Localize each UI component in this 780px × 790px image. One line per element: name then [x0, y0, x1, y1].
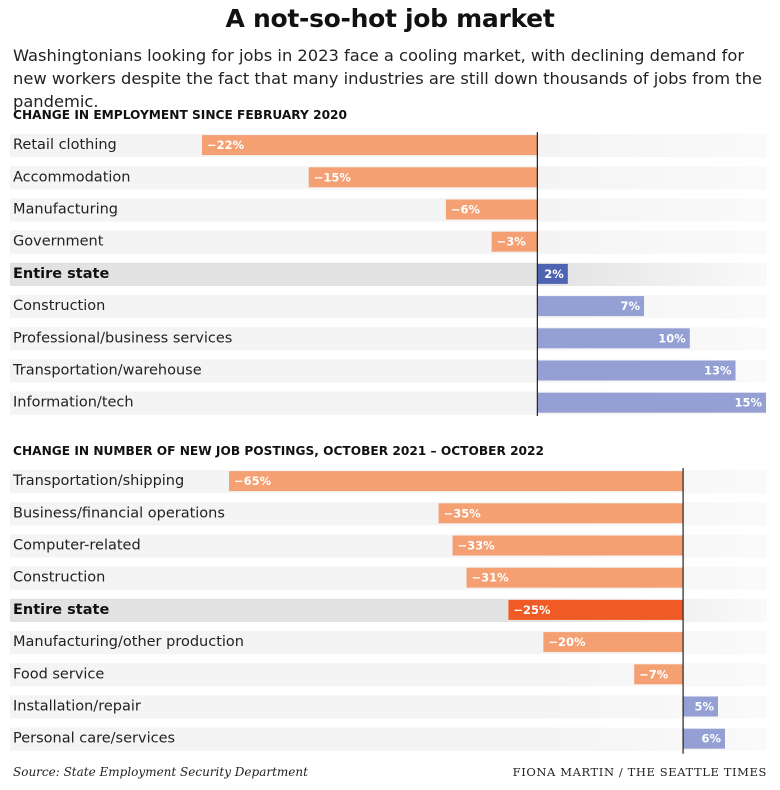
value-label-information-tech: 15% — [734, 396, 762, 410]
bar-retail-clothing — [202, 135, 538, 156]
bar-manufacturing-other-production — [543, 632, 684, 653]
credit-line: FIONA MARTIN / THE SEATTLE TIMES — [512, 765, 767, 779]
bar-construction — [466, 567, 684, 588]
bar-business-financial-operations — [438, 503, 684, 524]
bar-installation-repair — [683, 696, 719, 717]
row-business-financial-operations: Business/financial operations −35% — [10, 502, 767, 526]
job-postings-change-chart: Transportation/shipping −65% Business/fina… — [10, 468, 767, 754]
category-label-accommodation: Accommodation — [13, 169, 130, 185]
row-entire-state: Entire state −25% — [10, 598, 767, 622]
row-stripe — [10, 262, 767, 286]
source-note: Source: State Employment Security Depart… — [13, 765, 308, 779]
employment-change-chart: Retail clothing −22% Accommodation −15% Manu… — [10, 132, 767, 416]
row-stripe — [10, 198, 767, 222]
value-label-business-financial-operations: −35% — [444, 506, 482, 520]
category-label-personal-care-services: Personal care/services — [13, 731, 175, 747]
row-stripe — [10, 727, 767, 751]
row-manufacturing: Manufacturing −6% — [10, 198, 767, 222]
row-stripe — [10, 695, 767, 719]
value-label-transportation-shipping: −65% — [234, 474, 272, 488]
category-label-retail-clothing: Retail clothing — [13, 137, 117, 153]
category-label-computer-related: Computer-related — [13, 538, 141, 554]
category-label-entire-state: Entire state — [13, 266, 109, 282]
bar-entire-state — [508, 599, 684, 620]
row-personal-care-services: Personal care/services 6% — [10, 727, 767, 751]
value-label-accommodation: −15% — [314, 170, 352, 184]
bar-transportation-warehouse — [537, 360, 736, 381]
value-label-food-service: −7% — [639, 667, 669, 681]
category-label-transportation-warehouse: Transportation/warehouse — [12, 363, 202, 379]
row-retail-clothing: Retail clothing −22% — [10, 134, 767, 158]
row-construction: Construction 7% — [10, 295, 767, 319]
row-computer-related: Computer-related −33% — [10, 534, 767, 558]
category-label-manufacturing: Manufacturing — [13, 202, 118, 218]
value-label-manufacturing-other-production: −20% — [548, 635, 586, 649]
bar-professional-business-services — [537, 328, 690, 349]
value-label-construction: −31% — [472, 571, 510, 585]
bar-computer-related — [452, 535, 684, 556]
row-stripe — [10, 230, 767, 254]
row-construction: Construction −31% — [10, 566, 767, 590]
category-label-food-service: Food service — [13, 666, 104, 682]
category-label-manufacturing-other-production: Manufacturing/other production — [13, 634, 244, 650]
category-label-business-financial-operations: Business/financial operations — [13, 505, 225, 521]
row-entire-state: Entire state 2% — [10, 262, 767, 286]
row-stripe — [10, 663, 767, 687]
bar-accommodation — [308, 167, 538, 188]
row-information-tech: Information/tech 15% — [10, 391, 767, 415]
row-government: Government −3% — [10, 230, 767, 254]
category-label-information-tech: Information/tech — [13, 395, 134, 411]
value-label-entire-state: 2% — [544, 267, 564, 281]
employment-section-title: CHANGE IN EMPLOYMENT SINCE FEBRUARY 2020 — [13, 108, 348, 122]
category-label-government: Government — [13, 234, 104, 250]
bar-transportation-shipping — [229, 471, 684, 492]
value-label-construction: 7% — [621, 299, 641, 313]
category-label-transportation-shipping: Transportation/shipping — [12, 473, 184, 489]
bar-construction — [537, 296, 645, 317]
value-label-professional-business-services: 10% — [658, 331, 686, 345]
bar-information-tech — [537, 392, 766, 413]
value-label-government: −3% — [497, 235, 527, 249]
value-label-computer-related: −33% — [458, 539, 496, 553]
category-label-professional-business-services: Professional/business services — [13, 330, 232, 346]
value-label-manufacturing: −6% — [451, 203, 481, 217]
value-label-personal-care-services: 6% — [701, 732, 721, 746]
category-label-construction: Construction — [13, 570, 105, 586]
row-transportation-shipping: Transportation/shipping −65% — [10, 470, 767, 494]
row-manufacturing-other-production: Manufacturing/other production −20% — [10, 631, 767, 655]
value-label-retail-clothing: −22% — [207, 138, 245, 152]
chart-title: A not-so-hot job market — [225, 4, 555, 33]
row-accommodation: Accommodation −15% — [10, 166, 767, 190]
bar-government — [491, 231, 538, 252]
row-food-service: Food service −7% — [10, 663, 767, 687]
row-installation-repair: Installation/repair 5% — [10, 695, 767, 719]
row-stripe — [10, 295, 767, 319]
value-label-installation-repair: 5% — [694, 700, 714, 714]
value-label-transportation-warehouse: 13% — [704, 364, 732, 378]
category-label-entire-state: Entire state — [13, 602, 109, 618]
category-label-construction: Construction — [13, 298, 105, 314]
bar-personal-care-services — [683, 728, 725, 749]
job-postings-section-title: CHANGE IN NUMBER OF NEW JOB POSTINGS, OC… — [13, 444, 544, 458]
bar-manufacturing — [445, 199, 538, 220]
bar-entire-state — [537, 263, 568, 284]
row-professional-business-services: Professional/business services 10% — [10, 327, 767, 351]
category-label-installation-repair: Installation/repair — [13, 699, 141, 715]
chart-subtitle: Washingtonians looking for jobs in 2023 … — [13, 46, 762, 111]
bar-food-service — [634, 664, 684, 685]
row-transportation-warehouse: Transportation/warehouse 13% — [10, 359, 767, 383]
value-label-entire-state: −25% — [513, 603, 551, 617]
